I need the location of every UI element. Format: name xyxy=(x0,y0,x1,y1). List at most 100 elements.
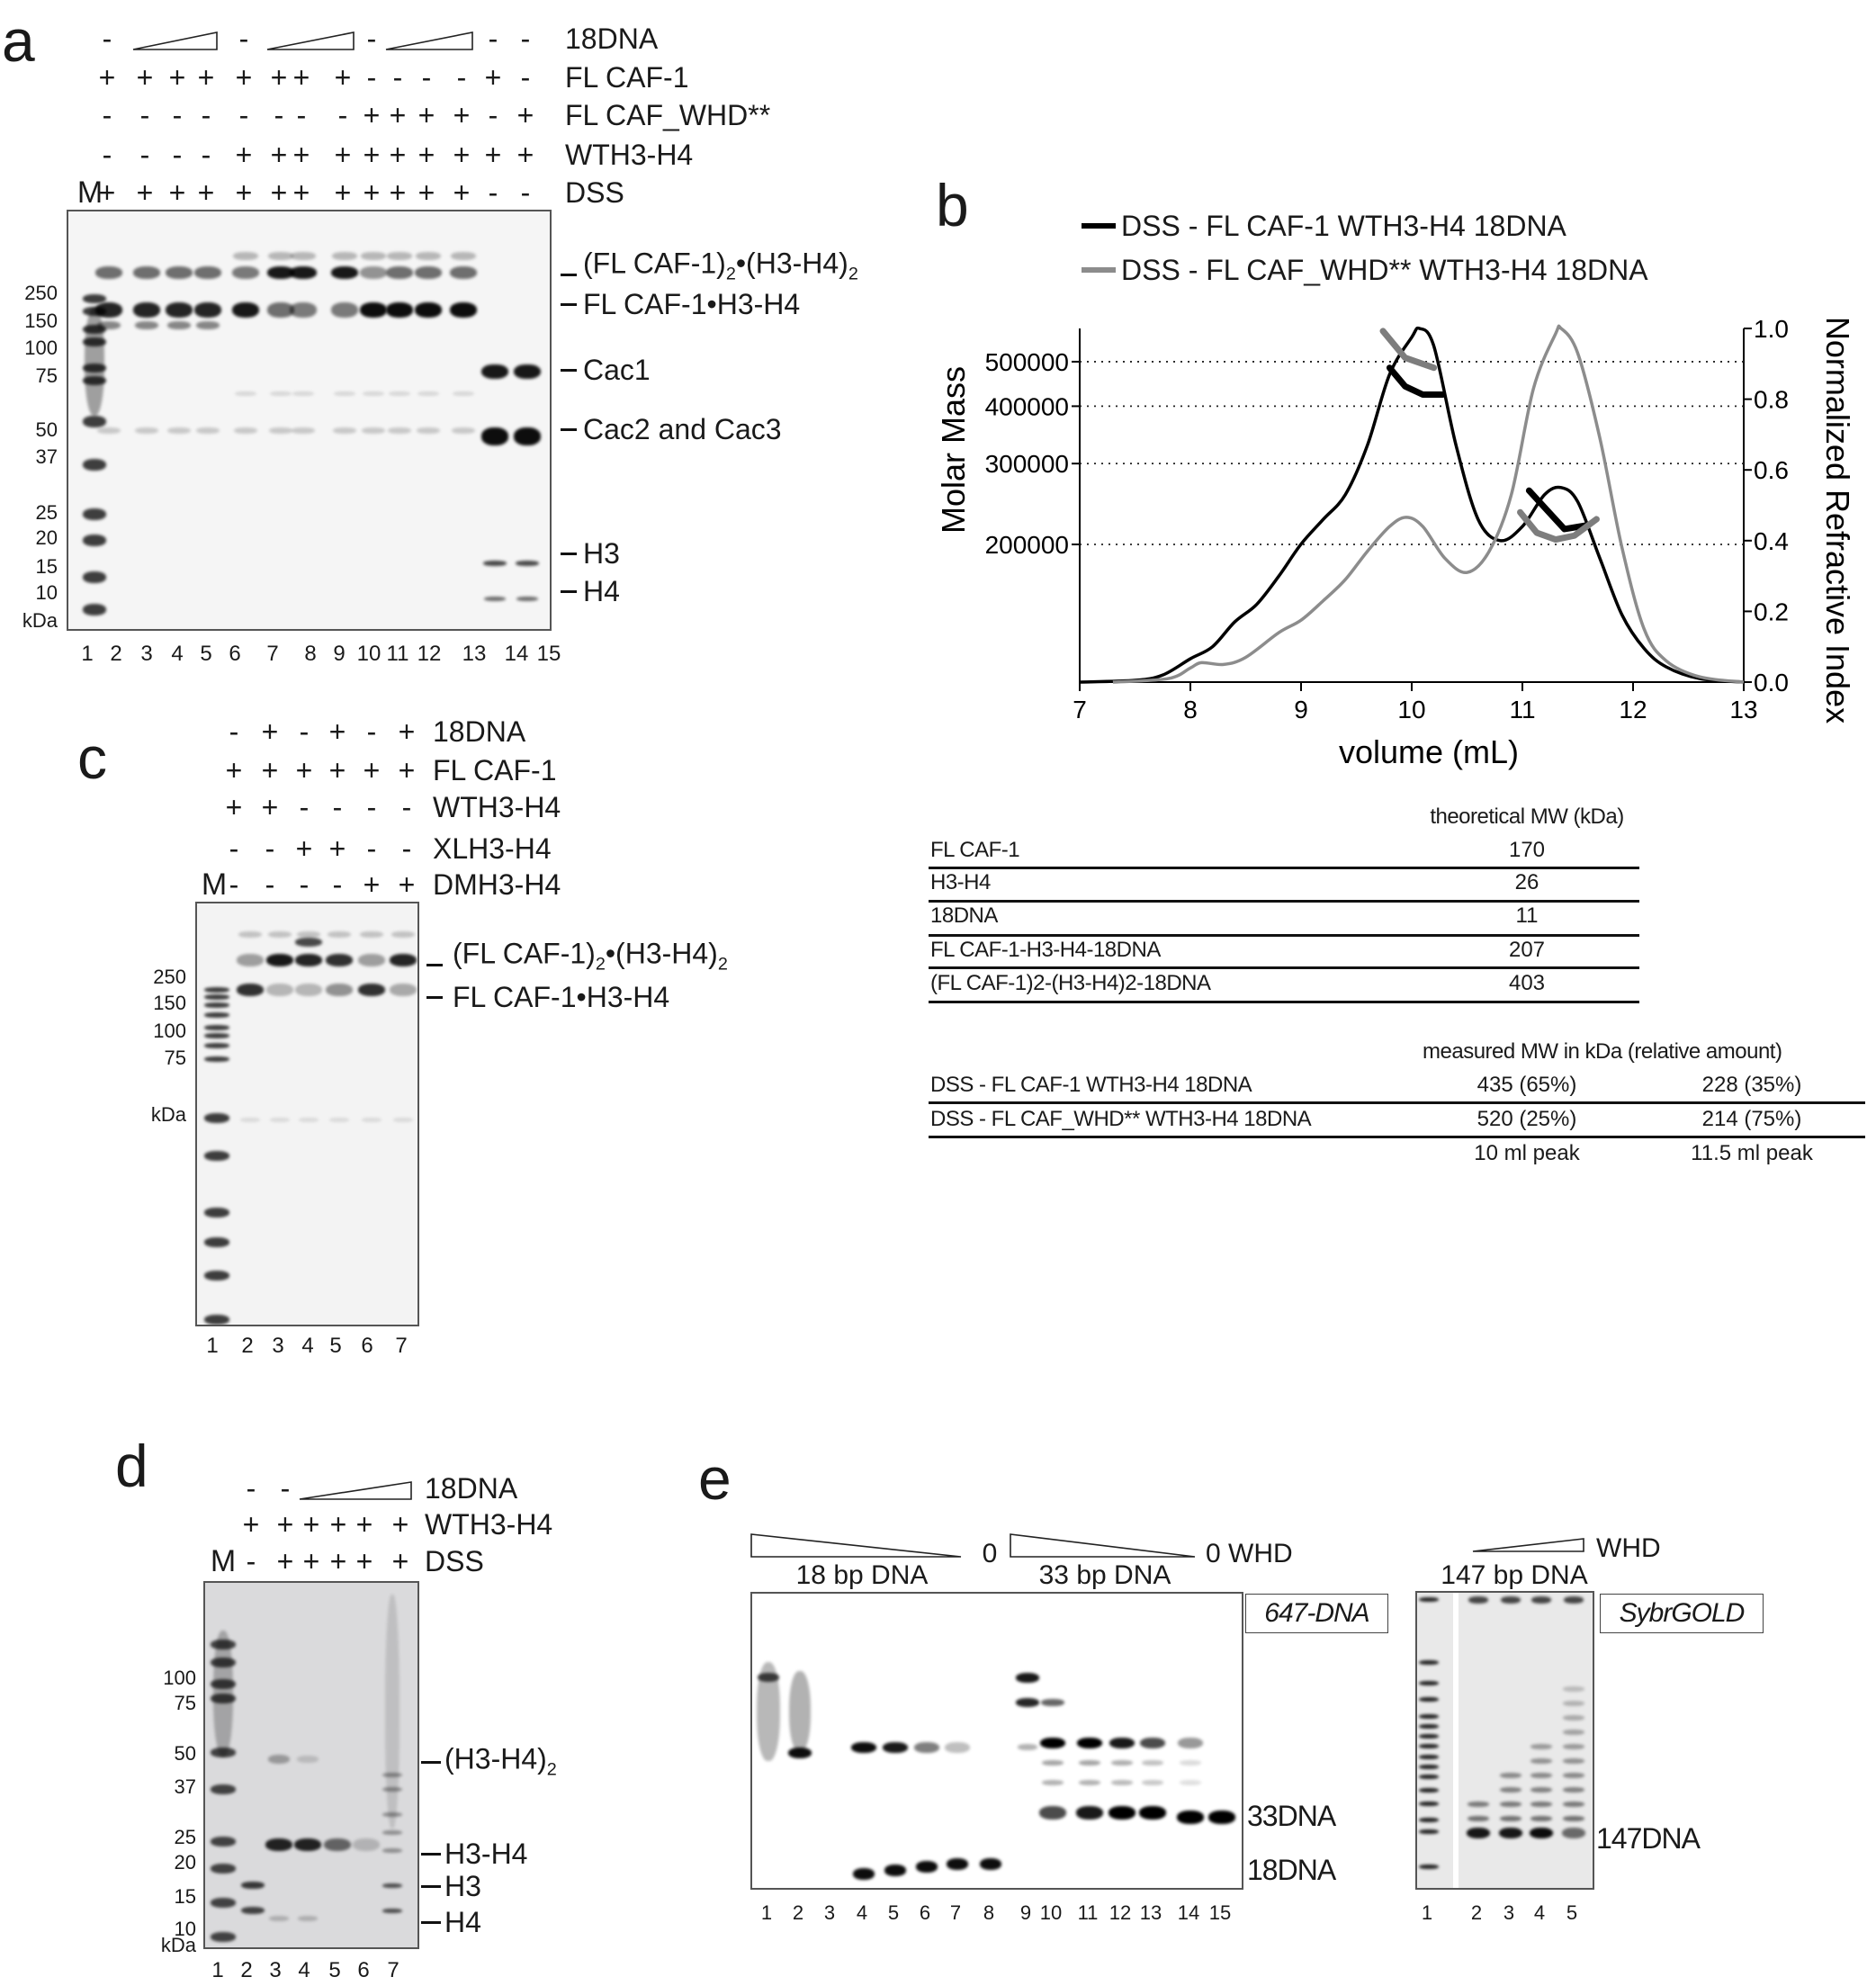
gel-band xyxy=(1563,1730,1584,1735)
panel-letter: d xyxy=(115,1433,148,1499)
lane-number: 10 xyxy=(356,642,381,666)
concentration-ramp-icon xyxy=(132,31,218,50)
lane-number: 7 xyxy=(395,1334,408,1358)
plus-sign: + xyxy=(417,176,435,209)
gel-band xyxy=(1500,1787,1521,1793)
plus-sign: + xyxy=(389,99,407,131)
gel-band xyxy=(97,320,121,329)
gel-band xyxy=(382,1883,402,1888)
table-row-name: 18DNA xyxy=(930,903,998,928)
table-row-value: 207 xyxy=(1508,938,1546,962)
marker-size-label: 75 xyxy=(35,364,58,387)
gel-band xyxy=(95,266,122,279)
lane-number: 13 xyxy=(462,642,487,666)
gel-band xyxy=(204,1150,229,1161)
table-row-name: FL CAF-1-H3-H4-18DNA xyxy=(930,938,1161,962)
band-label: H4 xyxy=(444,1908,481,1937)
right-tick-label: 0.4 xyxy=(1754,527,1789,555)
gel-band xyxy=(1042,1780,1064,1785)
lane-number: 6 xyxy=(361,1334,373,1358)
ramp-end-label: 0 WHD xyxy=(1206,1539,1293,1568)
marker-size-label: 50 xyxy=(174,1742,196,1765)
lane-number: 15 xyxy=(536,642,561,666)
plus-sign: + xyxy=(391,1508,409,1541)
right-axis-title: Normalized Refractive Index xyxy=(1819,317,1856,723)
band-marker-dash xyxy=(561,369,577,372)
minus-sign: - xyxy=(265,868,275,901)
marker-lane-label: M xyxy=(201,867,228,902)
gel-band xyxy=(360,301,387,318)
gel-band xyxy=(83,458,106,471)
condition-label: XLH3-H4 xyxy=(433,832,552,865)
plus-sign: + xyxy=(302,1545,320,1577)
gel-band xyxy=(358,954,385,966)
gel-panel-e-right xyxy=(1415,1591,1594,1890)
plus-sign: + xyxy=(328,754,346,786)
gel-band xyxy=(238,930,262,938)
minus-sign: - xyxy=(139,139,150,171)
gel-band xyxy=(1563,1715,1584,1721)
band-marker-dash xyxy=(426,996,443,999)
minus-sign: - xyxy=(280,1472,291,1505)
gel-band xyxy=(269,1916,289,1921)
gel-band xyxy=(83,376,106,385)
gel-band xyxy=(298,1916,318,1921)
gel-band xyxy=(1419,1829,1439,1834)
marker-size-label: 15 xyxy=(35,555,58,578)
gel-band xyxy=(1079,1760,1100,1766)
lane-number: 10 xyxy=(1039,1901,1063,1924)
table-row-name: H3-H4 xyxy=(930,870,991,894)
gel-band xyxy=(416,251,441,260)
gel-band xyxy=(1041,1699,1064,1706)
gel-band xyxy=(268,251,293,260)
right-tick-label: 1.0 xyxy=(1754,315,1789,343)
minus-sign: - xyxy=(332,791,343,823)
band-marker-dash xyxy=(421,1853,441,1856)
right-tick-label: 0.6 xyxy=(1754,456,1789,484)
gel-band xyxy=(387,251,412,260)
gel-band xyxy=(265,1838,292,1851)
gel-band xyxy=(204,1270,229,1281)
gel-band xyxy=(292,427,315,434)
gel-band xyxy=(211,1836,236,1847)
marker-size-label: kDa xyxy=(22,609,58,632)
band-marker-dash xyxy=(561,428,577,431)
plus-sign: + xyxy=(398,868,416,901)
x-tick-label: 7 xyxy=(1073,696,1087,723)
gel-band xyxy=(1419,1696,1439,1702)
gel-band xyxy=(211,1678,236,1689)
plus-sign: + xyxy=(398,715,416,748)
gel-band xyxy=(481,364,508,379)
condition-label: 18DNA xyxy=(425,1472,518,1505)
plus-sign: + xyxy=(363,754,381,786)
marker-size-label: 100 xyxy=(163,1667,196,1689)
gel-band xyxy=(393,1117,413,1122)
band-marker-dash xyxy=(421,1761,441,1764)
minus-sign: - xyxy=(401,791,412,823)
plus-sign: + xyxy=(235,176,253,209)
table-row-name: DSS - FL CAF-1 WTH3-H4 18DNA xyxy=(930,1073,1252,1097)
marker-size-label: 250 xyxy=(153,966,186,988)
subscript: 2 xyxy=(546,1759,557,1780)
gel-band xyxy=(1468,1596,1488,1604)
gel-band xyxy=(83,603,106,616)
label-text: FL CAF-1•H3-H4 xyxy=(583,288,801,320)
plus-sign: + xyxy=(355,1545,373,1577)
table-cell: 214 (75%) xyxy=(1701,1107,1802,1131)
band-label: 18DNA xyxy=(1247,1854,1336,1886)
gel-band xyxy=(980,1857,1001,1870)
gel-band xyxy=(267,301,294,318)
plus-sign: + xyxy=(484,139,502,171)
minus-sign: - xyxy=(102,139,112,171)
gel-band xyxy=(1042,1760,1064,1766)
table-footer: 11.5 ml peak xyxy=(1691,1141,1813,1165)
minus-sign: - xyxy=(139,99,150,131)
lane-number: 3 xyxy=(269,1958,282,1982)
band-label: H3-H4 xyxy=(444,1839,527,1868)
gel-band xyxy=(452,427,475,434)
plus-sign: + xyxy=(261,791,279,823)
plus-sign: + xyxy=(389,176,407,209)
plus-sign: + xyxy=(417,99,435,131)
condition-label: WTH3-H4 xyxy=(565,139,694,171)
gel-band xyxy=(1562,1828,1585,1838)
